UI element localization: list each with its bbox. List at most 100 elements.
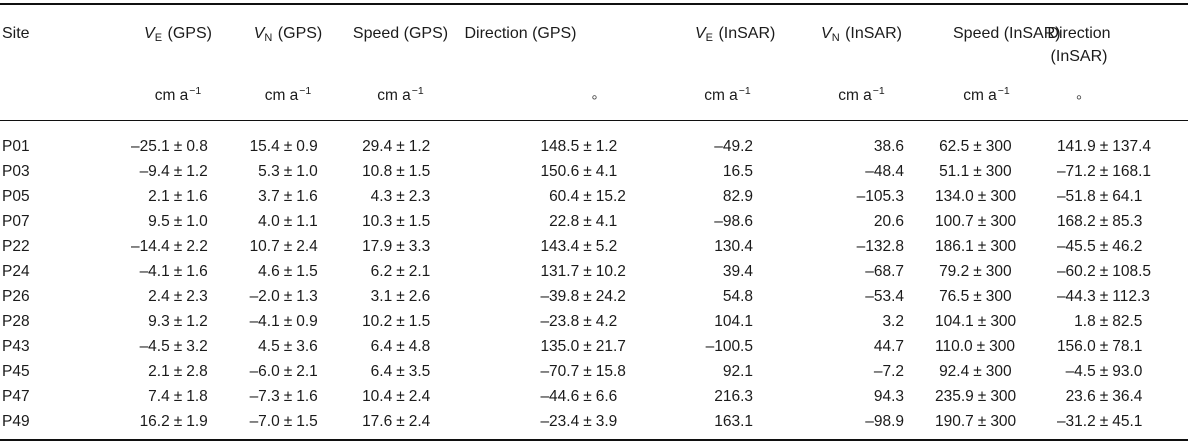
cell-speed_gps: 29.4 ±1.2 bbox=[335, 120, 450, 159]
col-header-dir_gps: Direction (GPS) bbox=[464, 25, 577, 42]
cell-vn_gps: 4.6 ±1.5 bbox=[225, 259, 335, 284]
plus-minus-sign: ± bbox=[173, 187, 183, 205]
cell-speed_insar: 62.5 ±300 bbox=[905, 120, 1020, 159]
cell-ve_gps: 16.2 ±1.9 bbox=[95, 409, 225, 440]
cell-dir_gps: 150.6 ±4.1 bbox=[450, 159, 655, 184]
uncertainty: 300 bbox=[990, 387, 1017, 405]
value: –39.8 bbox=[540, 287, 580, 305]
uncertainty: 300 bbox=[985, 362, 1012, 380]
velocity-comparison-table: Site VE (GPS) VN (GPS) Speed (GPS) Direction… bbox=[0, 3, 1188, 441]
plus-minus-sign: ± bbox=[973, 287, 982, 305]
value-with-uncertainty: –44.6 ±6.6 bbox=[450, 384, 655, 409]
value: –70.7 bbox=[540, 362, 580, 380]
value: 2.1 bbox=[148, 362, 170, 380]
unit-exponent: −1 bbox=[411, 85, 424, 97]
uncertainty: 4.8 bbox=[408, 337, 431, 355]
value: 22.8 bbox=[549, 212, 580, 230]
value-with-uncertainty: 10.3 ±1.5 bbox=[335, 209, 450, 234]
value-with-uncertainty: 60.4 ±15.2 bbox=[450, 184, 655, 209]
cell-ve_gps: 9.3 ±1.2 bbox=[95, 309, 225, 334]
cell-vn_gps: 4.0 ±1.1 bbox=[225, 209, 335, 234]
table-row: P49 16.2 ±1.9 –7.0 ±1.5 17.6 ±2.4 –23.4 ±3.9 163.… bbox=[0, 409, 1188, 440]
value: –60.2 bbox=[1056, 262, 1096, 280]
value-with-uncertainty: –4.5 ±3.2 bbox=[95, 334, 225, 359]
cell-dir_gps: –70.7 ±15.8 bbox=[450, 359, 655, 384]
cell-dir_insar: –4.5 ±93.0 bbox=[1020, 359, 1188, 384]
value-with-uncertainty: 51.1 ±300 bbox=[905, 159, 1020, 184]
plus-minus-sign: ± bbox=[976, 337, 986, 355]
value: 9.5 bbox=[148, 212, 170, 230]
plus-minus-sign: ± bbox=[977, 237, 987, 255]
cell-speed_gps: 17.6 ±2.4 bbox=[335, 409, 450, 440]
variable-subscript: E bbox=[705, 32, 714, 44]
value: 92.4 bbox=[939, 362, 970, 380]
plus-minus-sign: ± bbox=[396, 237, 405, 255]
value-with-uncertainty: 2.1 ±1.6 bbox=[95, 184, 225, 209]
value: 1.8 bbox=[1074, 312, 1096, 330]
uncertainty: 1.2 bbox=[408, 137, 431, 155]
value-with-uncertainty: –2.0 ±1.3 bbox=[225, 284, 335, 309]
plus-minus-sign: ± bbox=[173, 262, 183, 280]
cell-vn_insar: 94.3 bbox=[873, 387, 904, 405]
plus-minus-sign: ± bbox=[173, 162, 183, 180]
plus-minus-sign: ± bbox=[973, 262, 982, 280]
uncertainty: 3.3 bbox=[408, 237, 431, 255]
value: 17.6 bbox=[362, 412, 393, 430]
plus-minus-sign: ± bbox=[1099, 387, 1109, 405]
cell-speed_gps: 6.4 ±4.8 bbox=[335, 334, 450, 359]
value: 6.2 bbox=[370, 262, 393, 280]
plus-minus-sign: ± bbox=[583, 287, 592, 305]
uncertainty: 36.4 bbox=[1112, 387, 1143, 405]
plus-minus-sign: ± bbox=[396, 162, 405, 180]
plus-minus-sign: ± bbox=[396, 312, 405, 330]
cell-site: P22 bbox=[2, 237, 30, 255]
col-header-dir_insar: Direction (InSAR) bbox=[1020, 4, 1188, 68]
cell-vn_insar: –105.3 bbox=[856, 187, 904, 205]
value: 16.2 bbox=[139, 412, 170, 430]
cell-ve_gps: 7.4 ±1.8 bbox=[95, 384, 225, 409]
plus-minus-sign: ± bbox=[583, 237, 592, 255]
variable-subscript: E bbox=[154, 32, 163, 44]
uncertainty: 0.8 bbox=[186, 137, 208, 155]
value: 3.1 bbox=[370, 287, 393, 305]
plus-minus-sign: ± bbox=[283, 187, 293, 205]
table-row: P07 9.5 ±1.0 4.0 ±1.1 10.3 ±1.5 22.8 ±4.1 –98.6 20… bbox=[0, 209, 1188, 234]
value: 168.2 bbox=[1056, 212, 1096, 230]
plus-minus-sign: ± bbox=[283, 337, 293, 355]
cell-vn_gps: 15.4 ±0.9 bbox=[225, 120, 335, 159]
variable-subscript: N bbox=[831, 32, 840, 44]
value-with-uncertainty: –7.0 ±1.5 bbox=[225, 409, 335, 434]
uncertainty: 1.5 bbox=[296, 412, 318, 430]
value-with-uncertainty: 10.8 ±1.5 bbox=[335, 159, 450, 184]
value: 76.5 bbox=[939, 287, 970, 305]
cell-vn_insar: –48.4 bbox=[865, 162, 904, 180]
cell-dir_insar: 23.6 ±36.4 bbox=[1020, 384, 1188, 409]
cell-speed_gps: 6.4 ±3.5 bbox=[335, 359, 450, 384]
cell-vn_gps: –4.1 ±0.9 bbox=[225, 309, 335, 334]
uncertainty: 5.2 bbox=[595, 237, 618, 255]
uncertainty: 1.6 bbox=[296, 187, 318, 205]
value: –45.5 bbox=[1056, 237, 1096, 255]
cell-ve_insar: –98.6 bbox=[714, 212, 753, 230]
col-unit-dir_gps: ° bbox=[450, 68, 655, 121]
plus-minus-sign: ± bbox=[583, 412, 592, 430]
value-with-uncertainty: –31.2 ±45.1 bbox=[1020, 409, 1188, 434]
value: –23.8 bbox=[540, 312, 580, 330]
cell-site: P43 bbox=[2, 337, 30, 355]
value: –9.4 bbox=[139, 162, 170, 180]
cell-dir_insar: 168.2 ±85.3 bbox=[1020, 209, 1188, 234]
value: –25.1 bbox=[131, 137, 170, 155]
uncertainty: 1.5 bbox=[296, 262, 318, 280]
value-with-uncertainty: 168.2 ±85.3 bbox=[1020, 209, 1188, 234]
plus-minus-sign: ± bbox=[583, 337, 592, 355]
value: 10.2 bbox=[362, 312, 393, 330]
plus-minus-sign: ± bbox=[173, 337, 183, 355]
table-row: P47 7.4 ±1.8 –7.3 ±1.6 10.4 ±2.4 –44.6 ±6.6 216.3… bbox=[0, 384, 1188, 409]
plus-minus-sign: ± bbox=[283, 312, 293, 330]
plus-minus-sign: ± bbox=[173, 362, 183, 380]
uncertainty: 2.4 bbox=[408, 412, 431, 430]
cell-speed_insar: 51.1 ±300 bbox=[905, 159, 1020, 184]
cell-site: P28 bbox=[2, 312, 30, 330]
uncertainty: 3.2 bbox=[186, 337, 208, 355]
uncertainty: 46.2 bbox=[1112, 237, 1143, 255]
